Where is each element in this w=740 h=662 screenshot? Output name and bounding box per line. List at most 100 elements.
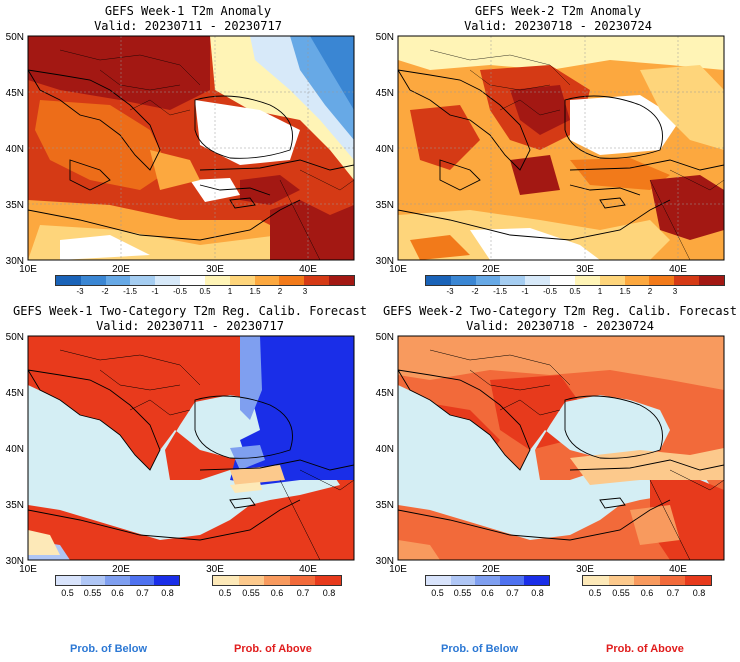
legend-below-week1: Prob. of Below xyxy=(70,643,147,655)
panel-title-text: GEFS Week-1 Two-Category T2m Reg. Calib.… xyxy=(12,304,367,318)
colorbar-tick-label: -0.5 xyxy=(543,287,557,296)
anomaly-colorbar-labels-week1: -3 -2 -1.5 -1 -0.5 0.5 1 1.5 2 3 xyxy=(55,287,355,299)
panel-valid-text: Valid: 20230711 - 20230717 xyxy=(94,19,282,33)
lon-label: 40E xyxy=(669,564,687,575)
colorbar-swatch xyxy=(129,576,155,585)
colorbar-tick-label: 0.8 xyxy=(161,588,174,598)
lon-label: 10E xyxy=(389,564,407,575)
map-week2-anomaly: 50N 45N 40N 35N 30N 10E 20E 30E 40E xyxy=(376,32,725,275)
map-week2-probability: 50N 45N 40N 35N 30N 10E 20E 30E 40E xyxy=(376,332,725,575)
colorbar-tick-label: 0.8 xyxy=(531,588,544,598)
panel-valid-text: Valid: 20230718 - 20230724 xyxy=(466,319,654,333)
colorbar-tick-label: 0.7 xyxy=(296,588,310,598)
colorbar-swatch xyxy=(105,276,131,285)
colorbar-swatch xyxy=(238,576,265,585)
colorbar-swatch xyxy=(550,276,575,285)
colorbar-tick-label: 0.6 xyxy=(111,588,124,598)
colorbar-swatch xyxy=(155,276,181,285)
colorbar-tick-label: 0.5 xyxy=(199,287,211,296)
colorbar-tick-label: 0.5 xyxy=(588,588,602,598)
colorbar-swatch xyxy=(264,576,290,585)
colorbar-tick-label: 0.55 xyxy=(612,588,630,598)
lon-label: 30E xyxy=(206,564,224,575)
prob-below-colorbar-week2 xyxy=(425,575,550,586)
colorbar-tick-label: -1.5 xyxy=(493,287,507,296)
lat-label: 50N xyxy=(376,32,394,43)
lat-label: 30N xyxy=(376,556,394,567)
lat-label: 30N xyxy=(376,256,394,267)
colorbar-swatch xyxy=(699,276,724,285)
anomaly-colorbar-week1 xyxy=(55,275,355,286)
colorbar-tick-label: -1.5 xyxy=(123,287,137,296)
lat-label: 40N xyxy=(376,144,394,155)
lon-label: 10E xyxy=(389,264,407,275)
colorbar-tick-label: 1 xyxy=(597,287,603,296)
colorbar-swatch xyxy=(450,276,476,285)
lat-label: 45N xyxy=(6,388,24,399)
colorbar-tick-label: 3 xyxy=(302,287,308,296)
colorbar-swatch xyxy=(229,276,255,285)
colorbar-tick-label: -0.5 xyxy=(173,287,187,296)
lat-axis: 50N 45N 40N 35N 30N xyxy=(6,32,24,267)
lat-label: 35N xyxy=(6,500,24,511)
lon-axis: 10E 20E 30E 40E xyxy=(389,264,687,275)
map-week1-probability: 50N 45N 40N 35N 30N 10E 20E 30E 40E xyxy=(6,332,355,575)
colorbar-swatch xyxy=(634,576,660,585)
lon-axis: 10E 20E 30E 40E xyxy=(389,564,687,575)
panel-valid-text: Valid: 20230711 - 20230717 xyxy=(96,319,284,333)
lon-label: 20E xyxy=(112,564,130,575)
legend-below-week2: Prob. of Below xyxy=(441,643,518,655)
colorbar-swatch xyxy=(674,276,700,285)
lat-label: 30N xyxy=(6,556,24,567)
colorbar-swatch xyxy=(624,276,650,285)
panel-valid-text: Valid: 20230718 - 20230724 xyxy=(464,19,652,33)
colorbar-swatch xyxy=(499,576,525,585)
lat-label: 50N xyxy=(6,32,24,43)
colorbar-swatch xyxy=(105,576,130,585)
colorbar-swatch xyxy=(254,276,280,285)
panel-title-text: GEFS Week-1 T2m Anomaly xyxy=(104,4,272,18)
colorbar-swatch xyxy=(56,276,81,285)
lat-label: 45N xyxy=(376,88,394,99)
colorbar-tick-label: -2 xyxy=(101,287,109,296)
lat-axis: 50N 45N 40N 35N 30N xyxy=(6,332,24,567)
colorbar-tick-label: 3 xyxy=(672,287,678,296)
colorbar-tick-label: 0.6 xyxy=(481,588,494,598)
prob-above-colorbar-week2 xyxy=(582,575,712,586)
colorbar-tick-label: 0.5 xyxy=(569,287,581,296)
lon-label: 30E xyxy=(576,264,594,275)
colorbar-tick-label: 2 xyxy=(277,287,283,296)
colorbar-swatch xyxy=(329,276,354,285)
colorbar-swatch xyxy=(289,576,316,585)
colorbar-swatch xyxy=(608,576,635,585)
prob-above-colorbar-week1 xyxy=(212,575,342,586)
lat-label: 40N xyxy=(6,444,24,455)
colorbar-swatch xyxy=(154,576,179,585)
colorbar-tick-label: 0.5 xyxy=(431,588,444,598)
lon-label: 20E xyxy=(482,264,500,275)
colorbar-tick-label: 2 xyxy=(647,287,653,296)
lat-label: 35N xyxy=(6,200,24,211)
colorbar-tick-label: 0.6 xyxy=(640,588,654,598)
colorbar-swatch xyxy=(450,576,476,585)
anomaly-colorbar-labels-week2: -3 -2 -1.5 -1 -0.5 0.5 1 1.5 2 3 xyxy=(425,287,725,299)
colorbar-swatch xyxy=(279,276,305,285)
lon-label: 10E xyxy=(19,564,37,575)
lat-axis: 50N 45N 40N 35N 30N xyxy=(376,32,394,267)
lat-label: 40N xyxy=(6,144,24,155)
colorbar-swatch xyxy=(475,576,500,585)
colorbar-tick-label: 0.5 xyxy=(218,588,232,598)
lon-label: 30E xyxy=(206,264,224,275)
colorbar-swatch xyxy=(80,276,106,285)
colorbar-swatch xyxy=(213,576,239,585)
lon-axis: 10E 20E 30E 40E xyxy=(19,564,317,575)
lat-label: 50N xyxy=(6,332,24,343)
colorbar-swatch xyxy=(583,576,609,585)
lon-label: 20E xyxy=(112,264,130,275)
colorbar-tick-label: 1 xyxy=(227,287,233,296)
colorbar-tick-label: -1 xyxy=(151,287,159,296)
lon-label: 40E xyxy=(299,264,317,275)
panel-title-text: GEFS Week-2 T2m Anomaly xyxy=(474,4,642,18)
colorbar-swatch xyxy=(80,576,106,585)
colorbar-swatch xyxy=(304,276,330,285)
